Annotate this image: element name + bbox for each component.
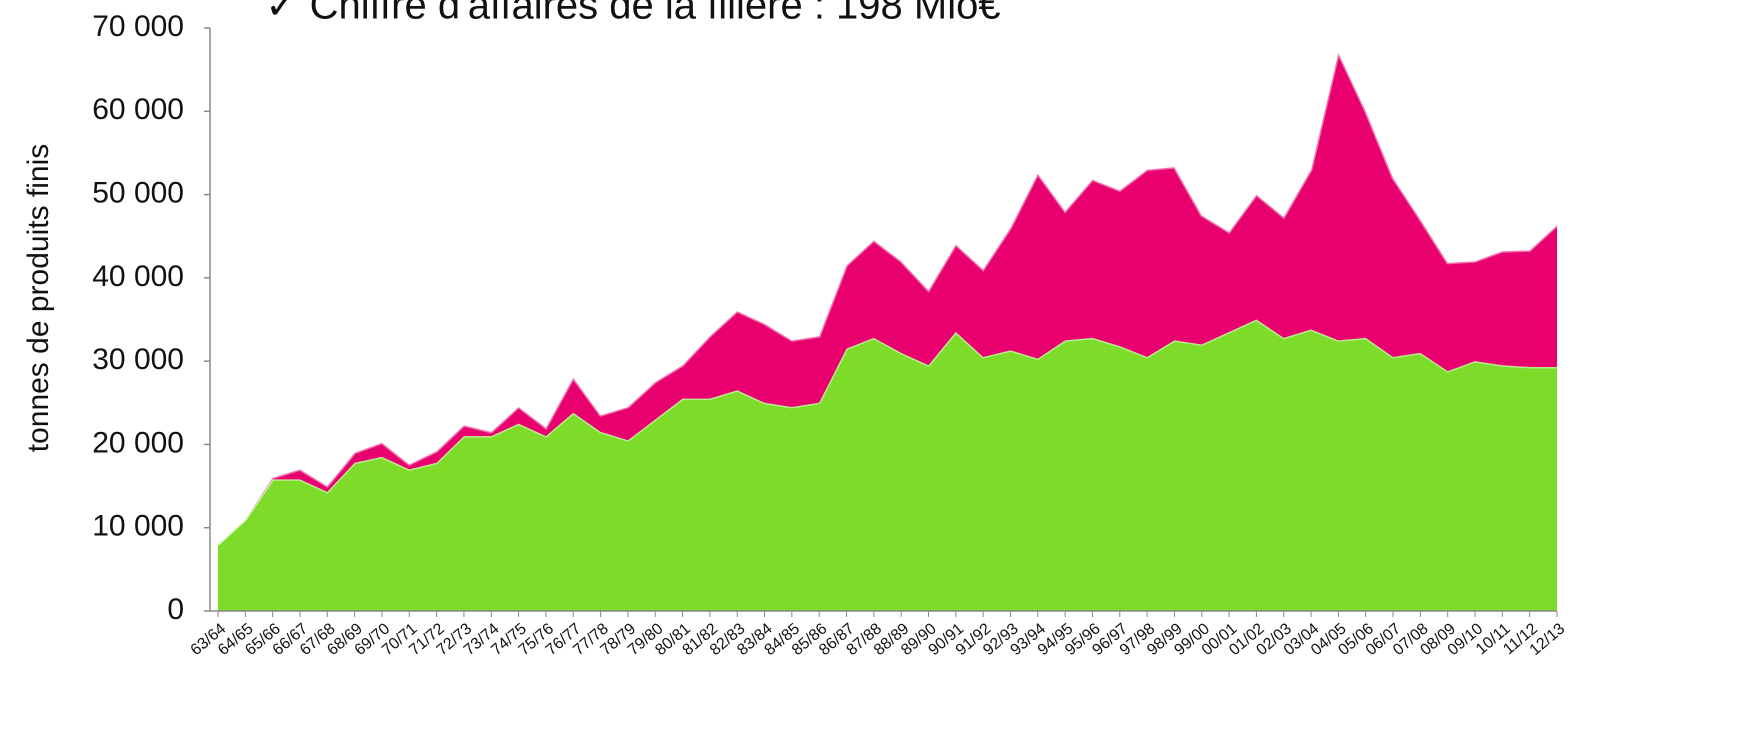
- y-tick-label: 40 000: [92, 260, 184, 293]
- y-tick-label: 0: [167, 593, 184, 626]
- y-tick-label: 20 000: [92, 426, 184, 459]
- y-axis-label: tonnes de produits finis: [22, 144, 55, 453]
- area: [218, 319, 1557, 611]
- y-tick-label: 60 000: [92, 93, 184, 126]
- area-edge: [216, 48, 1559, 546]
- chart-title: ✓ Chiffre d'affaires de la filière : 198…: [265, 0, 1001, 28]
- area: [218, 52, 1557, 545]
- y-tick-label: 10 000: [92, 510, 184, 543]
- y-tick-label: 70 000: [92, 10, 184, 43]
- y-tick-label: 30 000: [92, 343, 184, 376]
- y-tick-label: 50 000: [92, 176, 184, 209]
